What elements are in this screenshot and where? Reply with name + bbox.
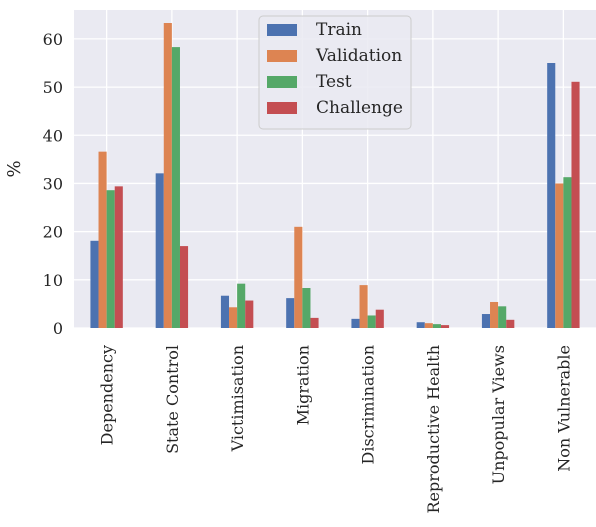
x-tick-label: Dependency bbox=[98, 345, 117, 445]
x-tick-label: State Control bbox=[163, 345, 182, 454]
x-tick-label: Discrimination bbox=[359, 345, 378, 465]
y-axis-label: % bbox=[4, 160, 25, 177]
bar-challenge bbox=[571, 81, 580, 328]
legend-swatch-train bbox=[267, 24, 297, 36]
x-tick-label: Victimisation bbox=[228, 345, 247, 452]
bar-train bbox=[351, 318, 360, 328]
legend-label-validation: Validation bbox=[315, 46, 402, 66]
y-tick-label: 20 bbox=[43, 223, 63, 242]
bar-test bbox=[171, 47, 180, 328]
legend-frame bbox=[258, 15, 412, 130]
y-tick-label: 30 bbox=[43, 174, 63, 193]
x-tick-label: Unpopular Views bbox=[489, 345, 508, 484]
legend-label-test: Test bbox=[316, 72, 352, 92]
bar-test bbox=[367, 315, 376, 328]
bar-train bbox=[90, 240, 99, 328]
legend-swatch-challenge bbox=[267, 102, 297, 114]
bar-validation bbox=[98, 151, 107, 328]
bar-challenge bbox=[375, 309, 384, 328]
bar-validation bbox=[424, 323, 433, 328]
y-tick-label: 0 bbox=[53, 319, 63, 338]
bar-test bbox=[432, 324, 441, 328]
bar-challenge bbox=[506, 319, 515, 328]
legend-swatch-test bbox=[267, 76, 297, 88]
bar-challenge bbox=[245, 300, 254, 328]
bar-train bbox=[481, 314, 491, 328]
y-tick-label: 60 bbox=[43, 30, 63, 49]
bar-challenge bbox=[179, 246, 189, 328]
x-tick-label: Non Vulnerable bbox=[554, 345, 573, 472]
x-tick-label: Migration bbox=[293, 345, 312, 425]
legend-swatch-validation bbox=[267, 50, 297, 62]
y-tick-labels: 0 10 20 30 40 50 60 bbox=[43, 30, 63, 338]
bar-validation bbox=[555, 183, 564, 328]
x-tick-label: Reproductive Health bbox=[424, 345, 443, 514]
bar-test bbox=[498, 306, 507, 328]
bar-validation bbox=[490, 301, 499, 328]
bar-validation bbox=[163, 23, 172, 328]
bar-train bbox=[155, 173, 164, 328]
bar-train bbox=[416, 322, 425, 328]
legend-label-challenge: Challenge bbox=[316, 98, 403, 118]
bar-challenge bbox=[114, 186, 123, 328]
bar-train bbox=[547, 63, 556, 328]
bar-test bbox=[106, 190, 115, 328]
bar-validation bbox=[359, 285, 368, 328]
bar-test bbox=[302, 288, 311, 328]
legend-label-train: Train bbox=[316, 20, 362, 40]
y-tick-label: 40 bbox=[43, 126, 63, 145]
legend: Train Validation Test Challenge bbox=[258, 15, 412, 130]
bar-challenge bbox=[310, 317, 319, 328]
bar-validation bbox=[294, 226, 303, 328]
bar-train bbox=[220, 295, 230, 328]
bar-test bbox=[563, 177, 572, 328]
bar-validation bbox=[229, 307, 238, 328]
y-tick-label: 50 bbox=[43, 78, 63, 97]
bar-test bbox=[237, 283, 246, 328]
x-tick-labels: Dependency State Control Victimisation Migr… bbox=[98, 345, 574, 514]
bar-train bbox=[286, 298, 295, 328]
y-tick-label: 10 bbox=[43, 271, 63, 290]
bars bbox=[90, 23, 580, 328]
bar-challenge bbox=[440, 325, 450, 328]
